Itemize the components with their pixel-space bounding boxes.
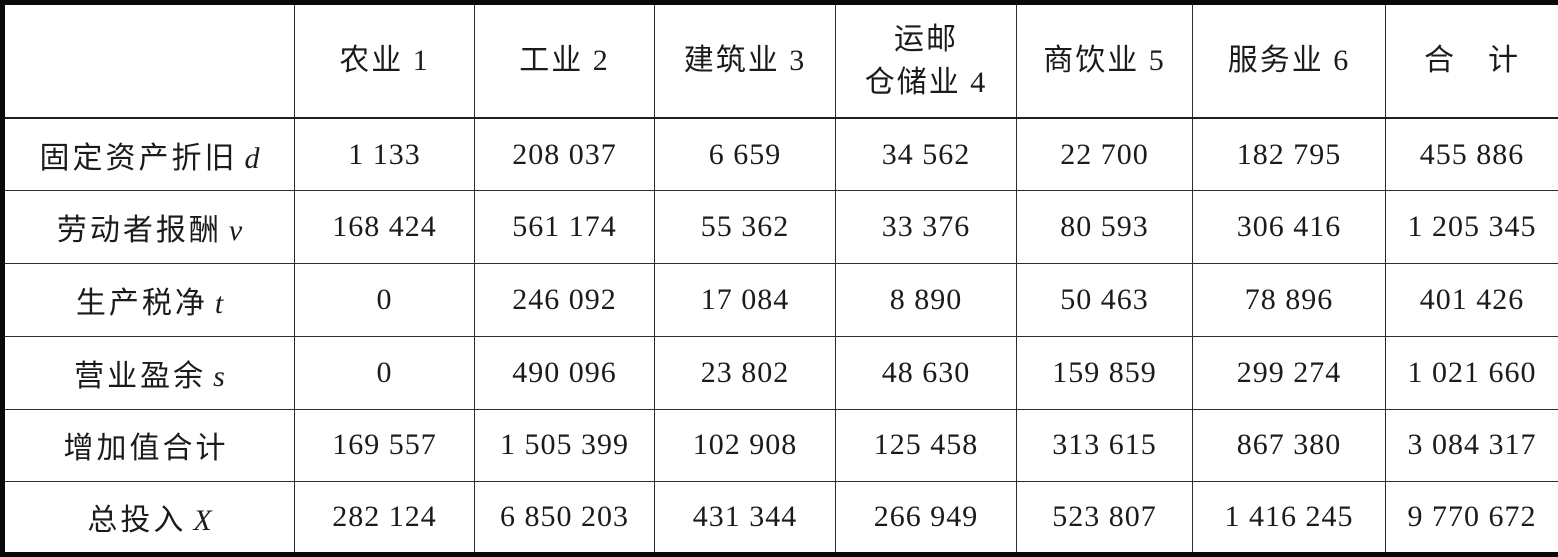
row-variable: d <box>244 141 260 175</box>
table-cell: 561 174 <box>474 190 655 264</box>
table-header: 农业 1 工业 2 建筑业 3 运邮 仓储业 4 商饮业 5 服务业 6 合 计 <box>2 2 1558 119</box>
column-header-agriculture: 农业 1 <box>294 2 475 119</box>
table-cell: 401 426 <box>1385 263 1558 337</box>
table-body: 固定资产折旧 d 1 133 208 037 6 659 34 562 22 70… <box>2 117 1558 555</box>
row-variable: X <box>193 504 212 538</box>
table-cell: 1 416 245 <box>1192 481 1386 555</box>
table-cell: 867 380 <box>1192 408 1386 483</box>
row-label-text: 固定资产折旧 <box>39 141 238 175</box>
table-cell: 1 505 399 <box>474 408 655 483</box>
table-cell: 55 362 <box>654 190 836 264</box>
table-cell: 50 463 <box>1016 263 1193 337</box>
table-cell: 17 084 <box>654 263 836 337</box>
row-label-operating-surplus: 营业盈余 s <box>2 335 295 410</box>
table-cell: 431 344 <box>654 481 836 555</box>
table-cell: 33 376 <box>835 190 1017 264</box>
table-cell: 455 886 <box>1385 117 1558 192</box>
table-cell: 282 124 <box>294 481 475 555</box>
table-cell: 306 416 <box>1192 190 1386 264</box>
column-header-total: 合 计 <box>1385 2 1558 119</box>
table-row-labor-compensation: 劳动者报酬 v 168 424 561 174 55 362 33 376 80 … <box>2 190 1558 264</box>
row-label-depreciation: 固定资产折旧 d <box>2 117 295 192</box>
column-header-commerce-catering: 商饮业 5 <box>1016 2 1193 119</box>
table-cell: 48 630 <box>835 335 1017 410</box>
row-variable: v <box>228 214 243 248</box>
table-cell: 266 949 <box>835 481 1017 555</box>
row-label-text: 增加值合计 <box>63 432 229 466</box>
table-cell: 169 557 <box>294 408 475 483</box>
row-label-value-added-total: 增加值合计 <box>2 408 295 483</box>
table-cell: 23 802 <box>654 335 836 410</box>
table-row-total-input: 总投入 X 282 124 6 850 203 431 344 266 949 5… <box>2 481 1558 555</box>
table-cell: 3 084 317 <box>1385 408 1558 483</box>
table-cell: 1 021 660 <box>1385 335 1558 410</box>
table-cell: 1 205 345 <box>1385 190 1558 264</box>
table-cell: 0 <box>294 335 475 410</box>
row-label-text: 生产税净 <box>75 286 208 320</box>
column-header-industry: 工业 2 <box>474 2 655 119</box>
table-cell: 523 807 <box>1016 481 1193 555</box>
row-label-net-production-tax: 生产税净 t <box>2 263 295 337</box>
table-cell: 313 615 <box>1016 408 1193 483</box>
table-cell: 208 037 <box>474 117 655 192</box>
table-cell: 80 593 <box>1016 190 1193 264</box>
header-row: 农业 1 工业 2 建筑业 3 运邮 仓储业 4 商饮业 5 服务业 6 合 计 <box>2 2 1558 119</box>
row-variable: s <box>213 359 225 393</box>
row-label-text: 营业盈余 <box>74 359 207 393</box>
row-label-labor-compensation: 劳动者报酬 v <box>2 190 295 264</box>
corner-cell <box>2 2 295 119</box>
column-header-transport-storage: 运邮 仓储业 4 <box>835 2 1017 119</box>
table-cell: 1 133 <box>294 117 475 192</box>
row-variable: t <box>214 286 224 320</box>
table-cell: 299 274 <box>1192 335 1386 410</box>
table-cell: 78 896 <box>1192 263 1386 337</box>
table-cell: 9 770 672 <box>1385 481 1558 555</box>
table-cell: 0 <box>294 263 475 337</box>
table-row-value-added-total: 增加值合计 169 557 1 505 399 102 908 125 458 … <box>2 408 1558 483</box>
table-row-operating-surplus: 营业盈余 s 0 490 096 23 802 48 630 159 859 29… <box>2 335 1558 410</box>
row-variable <box>229 432 236 465</box>
table-cell: 102 908 <box>654 408 836 483</box>
table-cell: 6 659 <box>654 117 836 192</box>
table-cell: 159 859 <box>1016 335 1193 410</box>
row-label-total-input: 总投入 X <box>2 481 295 555</box>
table-cell: 8 890 <box>835 263 1017 337</box>
table-cell: 182 795 <box>1192 117 1386 192</box>
table-row-net-production-tax: 生产税净 t 0 246 092 17 084 8 890 50 463 78 8… <box>2 263 1558 337</box>
table-cell: 246 092 <box>474 263 655 337</box>
row-label-text: 总投入 <box>87 504 187 538</box>
table-cell: 22 700 <box>1016 117 1193 192</box>
row-label-text: 劳动者报酬 <box>56 214 222 248</box>
table-row-depreciation: 固定资产折旧 d 1 133 208 037 6 659 34 562 22 70… <box>2 117 1558 192</box>
table-cell: 34 562 <box>835 117 1017 192</box>
column-header-construction: 建筑业 3 <box>654 2 836 119</box>
table-cell: 125 458 <box>835 408 1017 483</box>
table-cell: 6 850 203 <box>474 481 655 555</box>
column-header-services: 服务业 6 <box>1192 2 1386 119</box>
table-cell: 490 096 <box>474 335 655 410</box>
table-cell: 168 424 <box>294 190 475 264</box>
